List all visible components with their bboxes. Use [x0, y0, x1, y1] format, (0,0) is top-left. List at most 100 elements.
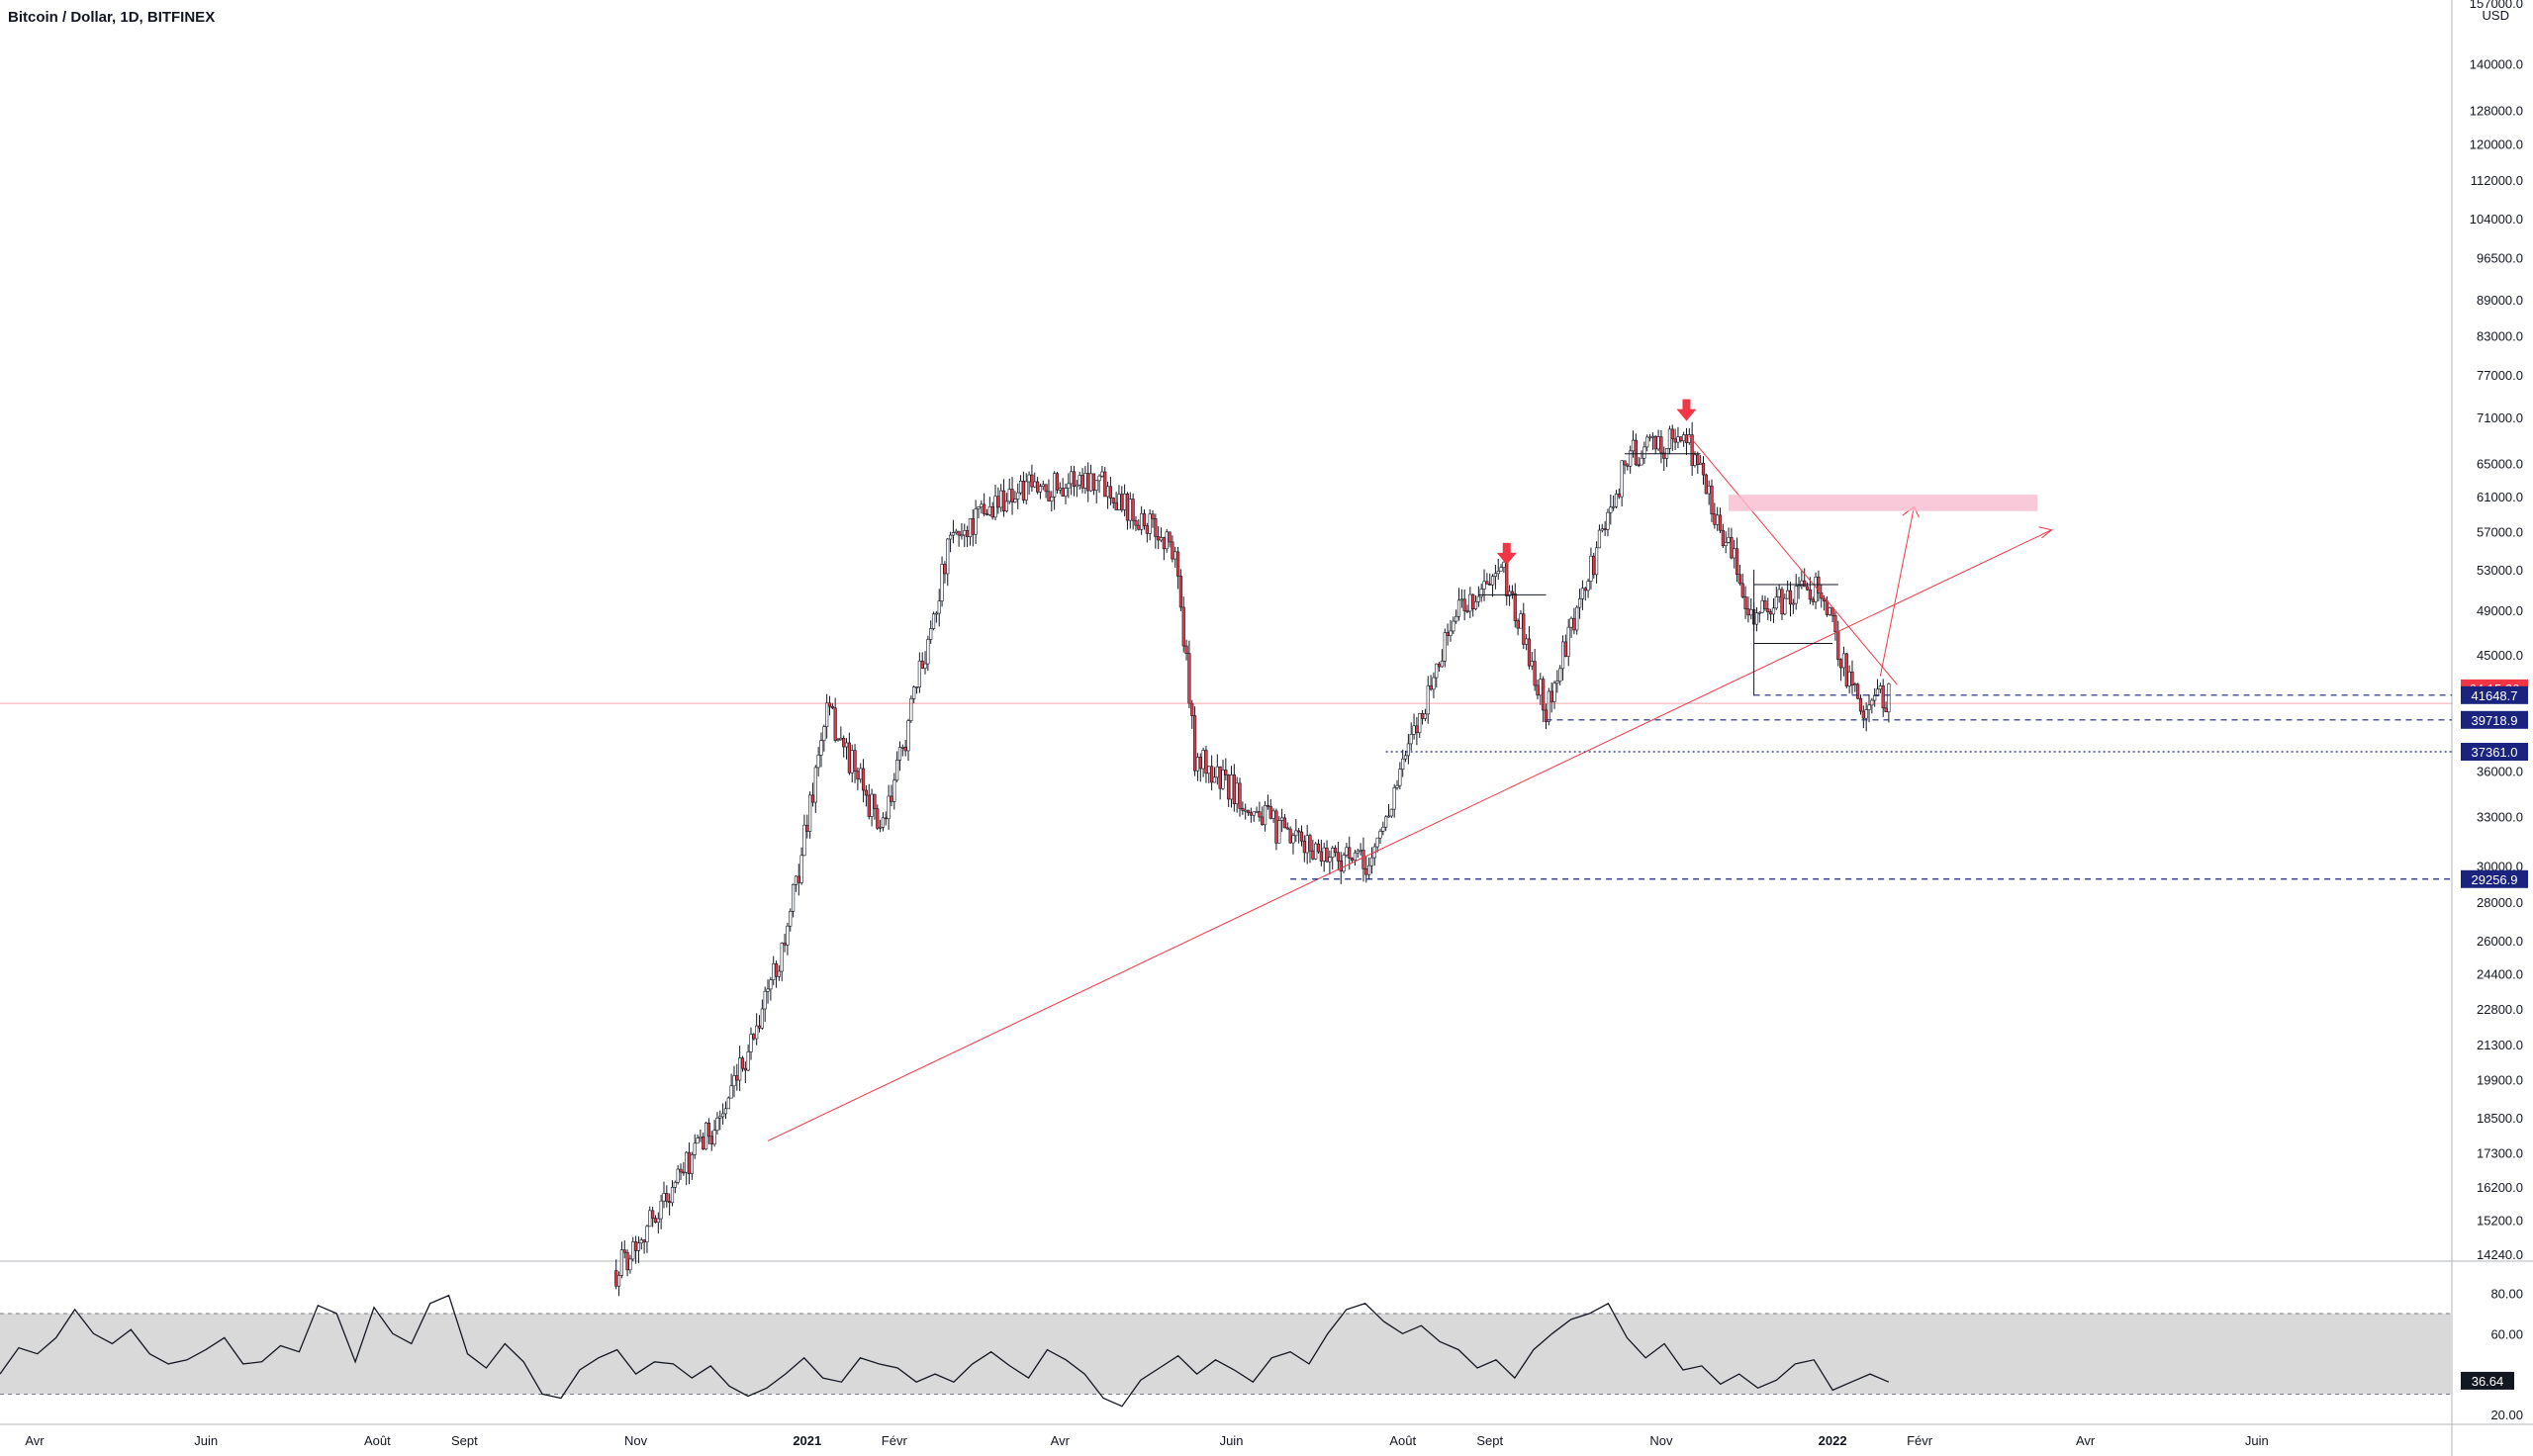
candle-body [1159, 537, 1164, 541]
candle-body [628, 1258, 632, 1271]
candle-body [1533, 661, 1537, 686]
candle-body [1887, 683, 1891, 713]
candle-body [693, 1142, 697, 1155]
candle-body [1485, 581, 1489, 585]
price-tick-label: 36000.0 [2477, 765, 2523, 779]
candle-body [1322, 847, 1326, 862]
candle-body [1558, 668, 1562, 682]
candle-body [1131, 499, 1135, 521]
candle-body [934, 612, 938, 615]
candle-body [1274, 810, 1278, 844]
candle-body [954, 530, 958, 533]
candle-body [1510, 591, 1515, 594]
candlesticks[interactable] [614, 421, 1891, 1297]
candle-body [977, 506, 981, 509]
candle-body [1302, 840, 1306, 854]
candle-body [1623, 460, 1627, 466]
time-axis[interactable]: Avr Juin Août Sept Nov 2021 Févr Avr Juin Août Sep… [25, 1433, 2268, 1448]
candle-body [1282, 817, 1287, 829]
candle-body [1476, 595, 1480, 602]
candle-body [1097, 475, 1101, 482]
candle-body [892, 779, 896, 802]
drawing-tools[interactable] [0, 399, 2452, 1141]
candle-body [1033, 481, 1037, 488]
candle-body [1268, 805, 1272, 819]
candle-body [1053, 473, 1057, 498]
candle-body [822, 726, 826, 741]
candle-body [1735, 548, 1739, 576]
candle-body [679, 1168, 683, 1173]
candle-body [1847, 672, 1851, 686]
candle-body [1381, 826, 1385, 832]
candle-body [1007, 489, 1011, 502]
candle-body [999, 490, 1003, 508]
candle-body [1881, 685, 1885, 709]
candle-body [696, 1138, 700, 1144]
price-axis[interactable]: 140000.0 128000.0 120000.0 112000.0 104000.0… [2461, 0, 2528, 1262]
candle-body [1704, 474, 1708, 495]
candle-body [1580, 588, 1585, 599]
candle-body [799, 855, 803, 883]
candle-body [842, 738, 846, 748]
price-tick-label: 120000.0 [2470, 137, 2523, 152]
candle-body [1221, 770, 1225, 789]
candle-body [966, 530, 970, 537]
candle-body [763, 990, 767, 1010]
candle-body [1592, 555, 1596, 576]
candle-body [980, 503, 984, 507]
candle-body [1763, 600, 1767, 609]
candle-body [1064, 488, 1068, 497]
candle-body [636, 1242, 641, 1251]
candle-body [1353, 852, 1358, 861]
time-tick-label: Avr [25, 1433, 45, 1448]
candle-body [929, 628, 933, 640]
candle-body [1513, 592, 1517, 621]
candle-body [1241, 808, 1245, 811]
rsi-pane[interactable]: 80.00 60.00 20.00 36.64 [0, 1287, 2523, 1422]
candle-body [1415, 725, 1419, 734]
candle-body [1690, 434, 1694, 466]
candle-body [1384, 816, 1388, 828]
candle-body [1808, 589, 1812, 600]
candle-body [1682, 434, 1686, 442]
candle-body [670, 1187, 675, 1204]
candle-body [757, 1025, 762, 1029]
candle-body [1749, 608, 1753, 616]
candle-body [1195, 757, 1200, 772]
candle-body [1044, 484, 1048, 493]
candle-body [1490, 576, 1495, 586]
candle-body [1339, 861, 1343, 872]
candle-body [1148, 513, 1152, 534]
time-tick-label: 2021 [793, 1433, 821, 1448]
candle-body [1811, 598, 1815, 602]
candle-body [1595, 547, 1599, 576]
candle-body [1600, 528, 1604, 531]
candle-body [1137, 524, 1141, 530]
candle-body [914, 686, 919, 688]
candle-body [1788, 590, 1793, 605]
price-tag-label: 29256.9 [2472, 872, 2518, 887]
candle-body [1192, 715, 1197, 772]
price-tick-label: 65000.0 [2477, 456, 2523, 471]
time-tick-label: Févr [882, 1433, 908, 1448]
candle-body [1597, 529, 1602, 549]
price-tick-label: 57000.0 [2477, 525, 2523, 540]
candle-body [1844, 653, 1848, 686]
candle-body [1058, 488, 1062, 491]
candle-body [1864, 709, 1868, 719]
candle-body [673, 1182, 677, 1188]
candle-body [1760, 600, 1764, 613]
candle-body [1235, 782, 1239, 804]
candle-body [1828, 607, 1831, 615]
candle-body [1075, 484, 1079, 488]
candle-body [1701, 462, 1706, 476]
candle-body [1766, 608, 1770, 612]
candle-body [1609, 506, 1613, 513]
candle-body [987, 505, 991, 515]
candle-body [1488, 584, 1492, 586]
candle-body [1348, 847, 1352, 859]
candle-body [1024, 481, 1028, 500]
candle-body [1291, 835, 1295, 844]
candle-body [712, 1130, 716, 1145]
